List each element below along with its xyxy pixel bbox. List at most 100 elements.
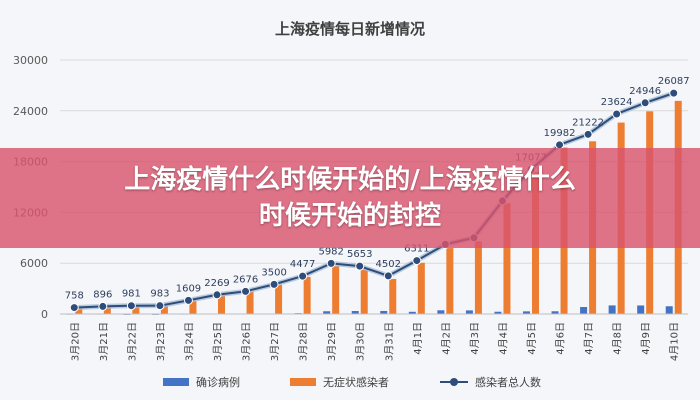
x-tick-label: 3月28日	[298, 322, 310, 361]
bar-confirmed	[437, 310, 445, 314]
bar-confirmed	[323, 311, 331, 314]
legend-label-confirmed: 确诊病例	[196, 375, 240, 389]
chart-title: 上海疫情每日新增情况	[275, 20, 425, 38]
total-data-label: 5653	[347, 249, 372, 260]
bar-confirmed	[551, 311, 559, 314]
bar-confirmed	[608, 305, 616, 314]
y-tick-label: 24000	[13, 105, 48, 118]
title-banner: 上海疫情什么时候开始的/上海疫情什么 时候开始的封控	[0, 148, 700, 248]
total-data-label: 896	[93, 289, 112, 300]
total-data-label: 19982	[544, 128, 576, 139]
x-tick-label: 3月29日	[326, 322, 338, 361]
bar-confirmed	[580, 307, 588, 314]
x-tick-label: 4月10日	[669, 322, 681, 361]
bar-asymptomatic	[389, 278, 397, 314]
bar-asymptomatic	[474, 241, 482, 314]
x-tick-label: 3月20日	[69, 322, 81, 361]
total-point	[355, 261, 365, 271]
banner-title-line-1: 上海疫情什么时候开始的/上海疫情什么	[124, 165, 576, 195]
x-tick-label: 4月5日	[526, 322, 538, 355]
bar-confirmed	[637, 305, 645, 314]
bar-asymptomatic	[332, 266, 340, 314]
x-tick-label: 4月1日	[412, 322, 424, 355]
x-tick-label: 3月31日	[383, 322, 395, 361]
bar-asymptomatic	[75, 307, 83, 314]
x-tick-label: 4月9日	[640, 322, 652, 355]
total-data-label: 24946	[629, 86, 661, 97]
bar-asymptomatic	[446, 248, 454, 314]
legend-label-total: 感染者总人数	[475, 375, 541, 389]
total-point	[669, 88, 679, 98]
total-point	[126, 301, 136, 311]
legend-swatch-asymptomatic	[290, 378, 316, 386]
banner-title-line-2: 时候开始的封控	[258, 201, 441, 231]
bar-asymptomatic	[132, 305, 140, 314]
bar-confirmed	[380, 310, 388, 314]
total-data-label: 2676	[233, 274, 258, 285]
bar-asymptomatic	[275, 284, 283, 314]
total-data-label: 6311	[404, 244, 429, 255]
total-point	[383, 271, 393, 281]
total-data-label: 1609	[176, 283, 201, 294]
bar-asymptomatic	[360, 269, 368, 314]
total-point	[412, 256, 422, 266]
total-data-label: 758	[65, 291, 84, 302]
bar-confirmed	[408, 311, 416, 314]
total-point	[269, 279, 279, 289]
bar-asymptomatic	[160, 305, 168, 314]
x-tick-label: 3月24日	[183, 322, 195, 361]
total-data-label: 5982	[318, 246, 343, 257]
legend-marker-total	[450, 378, 458, 386]
bar-asymptomatic	[503, 203, 511, 314]
y-tick-label: 0	[41, 308, 48, 321]
x-tick-label: 4月2日	[440, 322, 452, 355]
legend-swatch-confirmed	[163, 378, 189, 386]
x-tick-label: 4月3日	[469, 322, 481, 355]
total-data-label: 981	[122, 289, 141, 300]
x-tick-label: 3月22日	[126, 322, 138, 361]
x-tick-label: 4月7日	[583, 322, 595, 355]
bar-asymptomatic	[417, 262, 425, 314]
total-point	[298, 271, 308, 281]
x-tick-label: 3月23日	[155, 322, 167, 361]
x-tick-label: 3月25日	[212, 322, 224, 361]
total-data-label: 23624	[601, 97, 633, 108]
bar-asymptomatic	[303, 276, 311, 314]
total-point	[612, 109, 622, 119]
total-point	[183, 295, 193, 305]
bar-confirmed	[494, 311, 502, 314]
bar-asymptomatic	[218, 295, 225, 314]
total-point	[326, 258, 336, 268]
bar-asymptomatic	[189, 300, 197, 314]
x-tick-label: 4月4日	[497, 322, 509, 355]
total-point	[69, 303, 79, 313]
total-data-label: 21222	[572, 117, 604, 128]
bar-asymptomatic	[103, 306, 111, 314]
x-tick-label: 4月8日	[612, 322, 624, 355]
x-tick-label: 3月30日	[355, 322, 367, 361]
total-data-label: 26087	[658, 76, 690, 87]
total-point	[212, 290, 222, 300]
total-line	[74, 92, 675, 309]
total-data-label: 4502	[376, 259, 401, 270]
total-point	[241, 286, 251, 296]
y-tick-label: 30000	[13, 54, 48, 67]
total-point	[98, 301, 108, 311]
total-point	[640, 98, 650, 108]
total-data-label: 4477	[290, 259, 315, 270]
total-point	[155, 301, 165, 311]
total-point	[583, 129, 593, 139]
x-tick-label: 3月26日	[241, 322, 253, 361]
bar-asymptomatic	[246, 291, 254, 314]
y-tick-label: 6000	[20, 257, 48, 270]
bar-confirmed	[523, 311, 530, 314]
total-data-label: 983	[150, 289, 169, 300]
bar-confirmed	[351, 310, 359, 314]
legend-label-asymptomatic: 无症状感染者	[323, 375, 389, 389]
x-tick-label: 3月21日	[98, 322, 110, 361]
bar-confirmed	[665, 306, 673, 314]
total-data-label: 3500	[261, 267, 286, 278]
bar-confirmed	[465, 310, 473, 314]
x-tick-label: 4月6日	[555, 322, 567, 355]
